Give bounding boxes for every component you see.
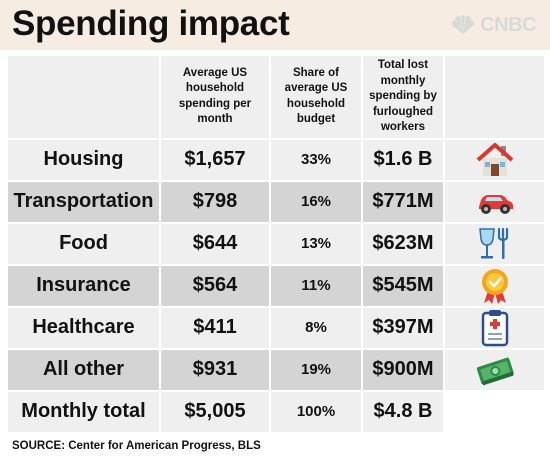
page-title: Spending impact xyxy=(12,4,290,43)
table-row: Housing $1,657 33% $1.6 B xyxy=(6,137,546,182)
lost-value: $4.8 B xyxy=(361,389,445,434)
header-bar: Spending impact CNBC xyxy=(0,0,550,50)
spending-value: $798 xyxy=(159,179,271,224)
cash-icon xyxy=(476,357,514,385)
category-label: Insurance xyxy=(6,263,161,308)
spending-table: Average US household spending per month … xyxy=(6,54,546,434)
spending-value: $644 xyxy=(159,221,271,266)
table-row: Food $644 13% $623M xyxy=(6,221,546,266)
cnbc-logo: CNBC xyxy=(450,14,536,36)
category-label: Food xyxy=(6,221,161,266)
cnbc-wordmark: CNBC xyxy=(480,13,536,36)
icon-cell xyxy=(443,263,546,308)
column-header-share: Share of average US household budget xyxy=(269,54,363,140)
column-header-lost: Total lost monthly spending by furloughe… xyxy=(361,54,445,140)
category-label: Healthcare xyxy=(6,305,161,350)
peacock-icon xyxy=(452,15,475,34)
table-row: All other $931 19% $900M xyxy=(6,347,546,392)
share-value: 16% xyxy=(269,179,363,224)
medal-icon xyxy=(481,268,508,304)
lost-value: $771M xyxy=(361,179,445,224)
lost-value: $397M xyxy=(361,305,445,350)
icon-cell-empty xyxy=(443,389,546,434)
corner-cell xyxy=(6,54,161,140)
lost-value: $900M xyxy=(361,347,445,392)
source-note: SOURCE: Center for American Progress, BL… xyxy=(12,440,261,452)
icon-cell xyxy=(443,221,546,266)
share-value: 19% xyxy=(269,347,363,392)
table-row-total: Monthly total $5,005 100% $4.8 B xyxy=(6,389,546,434)
share-value: 8% xyxy=(269,305,363,350)
spending-value: $411 xyxy=(159,305,271,350)
spending-value: $5,005 xyxy=(159,389,271,434)
icon-cell xyxy=(443,137,546,182)
category-label: All other xyxy=(6,347,161,392)
spending-value: $564 xyxy=(159,263,271,308)
column-header-spending: Average US household spending per month xyxy=(159,54,271,140)
share-value: 33% xyxy=(269,137,363,182)
house-icon xyxy=(476,142,513,176)
share-value: 11% xyxy=(269,263,363,308)
category-label: Housing xyxy=(6,137,161,182)
car-icon xyxy=(478,194,513,214)
table-row: Insurance $564 11% $545M xyxy=(6,263,546,308)
table-row: Transportation $798 16% $771M xyxy=(6,179,546,224)
icon-cell xyxy=(443,179,546,224)
table-row: Healthcare $411 8% $397M xyxy=(6,305,546,350)
spending-value: $1,657 xyxy=(159,137,271,182)
glass-fork-icon xyxy=(478,227,508,259)
lost-value: $623M xyxy=(361,221,445,266)
category-label: Monthly total xyxy=(6,389,161,434)
category-label: Transportation xyxy=(6,179,161,224)
lost-value: $545M xyxy=(361,263,445,308)
icon-cell xyxy=(443,347,546,392)
spending-value: $931 xyxy=(159,347,271,392)
icon-column-header xyxy=(443,54,546,140)
share-value: 100% xyxy=(269,389,363,434)
clipboard-icon xyxy=(481,309,508,346)
share-value: 13% xyxy=(269,221,363,266)
lost-value: $1.6 B xyxy=(361,137,445,182)
icon-cell xyxy=(443,305,546,350)
